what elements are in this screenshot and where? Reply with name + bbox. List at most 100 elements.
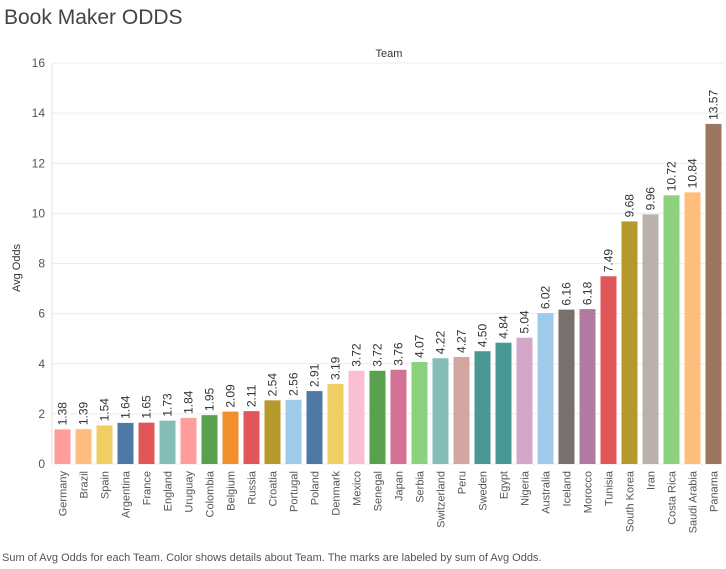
category-label: Portugal — [289, 471, 301, 512]
bar-chart: Team Avg Odds 0 2 4 6 8 10 12 14 16 1.38 1.39 1.54… — [11, 48, 724, 533]
bar[interactable] — [285, 399, 302, 464]
bar[interactable] — [600, 276, 617, 464]
bar[interactable] — [453, 356, 470, 464]
bar[interactable] — [642, 214, 659, 464]
value-label: 5.04 — [518, 310, 532, 334]
y-axis: 0 2 4 6 8 10 12 14 16 — [32, 56, 53, 471]
y-tick-label: 14 — [32, 106, 46, 120]
bars — [54, 123, 722, 464]
bar[interactable] — [516, 337, 533, 464]
bar[interactable] — [495, 342, 512, 464]
value-label: 1.39 — [77, 401, 91, 425]
bar[interactable] — [705, 123, 722, 464]
value-label: 6.02 — [539, 285, 553, 309]
category-label: Argentina — [121, 470, 133, 518]
y-tick-label: 2 — [38, 407, 45, 421]
bar[interactable] — [369, 370, 386, 464]
bar[interactable] — [390, 369, 407, 464]
category-label: Australia — [541, 470, 553, 514]
bar[interactable] — [663, 195, 680, 464]
value-label: 2.09 — [224, 384, 238, 408]
bar[interactable] — [222, 411, 239, 464]
bar[interactable] — [180, 417, 197, 464]
value-label: 2.56 — [287, 372, 301, 396]
value-label: 6.16 — [560, 282, 574, 306]
value-label: 4.50 — [476, 324, 490, 348]
bar[interactable] — [159, 420, 176, 464]
category-label: England — [163, 471, 175, 511]
bar[interactable] — [411, 361, 428, 464]
value-label: 10.72 — [665, 161, 679, 191]
category-label: Japan — [394, 471, 406, 501]
value-label: 6.18 — [581, 281, 595, 305]
category-label: Tunisia — [604, 470, 616, 506]
category-label: France — [142, 471, 154, 505]
category-label: Russia — [247, 470, 259, 505]
value-label: 2.54 — [266, 373, 280, 397]
bar[interactable] — [138, 422, 155, 464]
value-label: 2.11 — [245, 384, 259, 407]
category-label: Peru — [457, 471, 469, 494]
value-label: 3.76 — [392, 342, 406, 366]
category-label: Mexico — [352, 471, 364, 506]
value-label: 1.84 — [182, 390, 196, 414]
category-label: Senegal — [373, 471, 385, 511]
bar[interactable] — [96, 425, 113, 464]
chart-caption: Sum of Avg Odds for each Team. Color sho… — [2, 552, 542, 564]
category-label: Croatia — [268, 470, 280, 506]
category-label: Belgium — [226, 471, 238, 511]
value-label: 4.27 — [455, 329, 469, 353]
y-tick-label: 0 — [38, 457, 45, 471]
y-tick-label: 8 — [38, 257, 45, 271]
category-label: Iceland — [562, 471, 574, 506]
value-label: 1.54 — [98, 398, 112, 422]
category-label: Egypt — [499, 471, 511, 499]
bar[interactable] — [243, 411, 260, 464]
value-label: 1.95 — [203, 387, 217, 411]
bar[interactable] — [327, 384, 344, 464]
y-axis-title: Avg Odds — [11, 243, 23, 292]
bar[interactable] — [684, 192, 701, 464]
category-label: Uruguay — [184, 471, 196, 513]
bar[interactable] — [348, 370, 365, 464]
bar[interactable] — [201, 415, 218, 464]
category-label: Poland — [310, 471, 322, 505]
value-label: 7.49 — [602, 249, 616, 273]
bar[interactable] — [264, 400, 281, 464]
category-label: Denmark — [331, 471, 343, 516]
category-label: Switzerland — [436, 471, 448, 528]
category-label: Iran — [646, 471, 658, 490]
value-label: 1.64 — [119, 395, 133, 419]
category-label: Saudi Arabia — [688, 470, 700, 533]
value-label: 9.96 — [644, 187, 658, 211]
bar[interactable] — [537, 313, 554, 464]
value-label: 13.57 — [707, 90, 721, 120]
bar[interactable] — [621, 221, 638, 464]
value-label: 1.73 — [161, 393, 175, 417]
y-tick-label: 16 — [32, 56, 46, 70]
value-label: 2.91 — [308, 363, 322, 387]
bar[interactable] — [558, 309, 575, 464]
category-label: Colombia — [205, 470, 217, 517]
value-label: 4.07 — [413, 334, 427, 358]
y-tick-label: 6 — [38, 307, 45, 321]
bar[interactable] — [306, 391, 323, 464]
page-title: Book Maker ODDS — [4, 6, 183, 29]
column-header: Team — [376, 48, 403, 60]
category-label: Sweden — [478, 471, 490, 511]
bar[interactable] — [474, 351, 491, 464]
y-tick-label: 4 — [38, 357, 45, 371]
value-label: 3.19 — [329, 356, 343, 380]
value-label: 1.65 — [140, 395, 154, 419]
value-label: 3.72 — [350, 343, 364, 367]
category-label: Spain — [100, 471, 112, 499]
bar[interactable] — [75, 429, 92, 464]
bar[interactable] — [54, 429, 71, 464]
bar[interactable] — [579, 309, 596, 464]
category-labels: Germany Brazil Spain Argentina France England… — [58, 470, 721, 533]
value-label: 4.84 — [497, 315, 511, 339]
category-label: Costa Rica — [667, 470, 679, 525]
bar[interactable] — [432, 358, 449, 464]
value-label: 9.68 — [623, 194, 637, 218]
bar[interactable] — [117, 422, 134, 464]
